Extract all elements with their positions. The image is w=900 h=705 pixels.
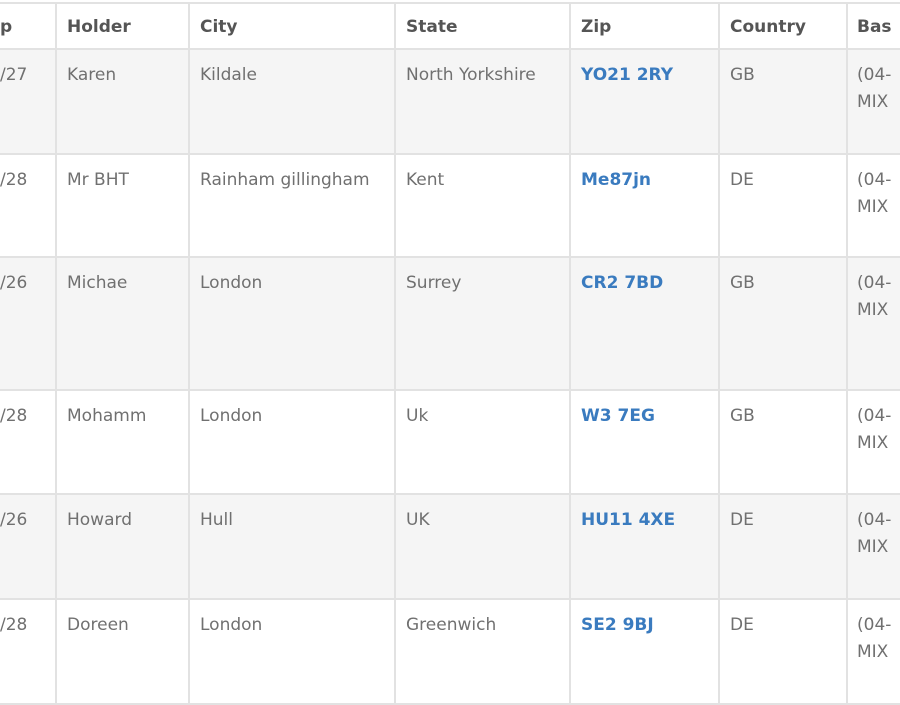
cell-state: Greenwich	[394, 598, 571, 705]
cell-city: London	[188, 256, 396, 391]
column-header-country[interactable]: Country	[718, 2, 848, 50]
cell-base: (04- MIX	[846, 493, 900, 600]
cell-country: DE	[718, 153, 848, 258]
cell-holder: Mr BHT	[55, 153, 190, 258]
cell-zip[interactable]: W3 7EG	[569, 389, 720, 495]
cell-holder: Michae	[55, 256, 190, 391]
cell-country: GB	[718, 48, 848, 155]
cell-country: DE	[718, 493, 848, 600]
cell-exp: /28	[0, 389, 57, 495]
table-row[interactable]: /26 Howard Hull UK HU11 4XE DE (04- MIX	[0, 493, 900, 600]
column-header-exp[interactable]: p	[0, 2, 57, 50]
cell-base: (04- MIX	[846, 598, 900, 705]
table-row[interactable]: /27 Karen Kildale North Yorkshire YO21 2RY GB…	[0, 48, 900, 155]
cell-base: (04- MIX	[846, 48, 900, 155]
cell-holder: Howard	[55, 493, 190, 600]
cell-city: Rainham gillingham	[188, 153, 396, 258]
column-header-state[interactable]: State	[394, 2, 571, 50]
column-header-city[interactable]: City	[188, 2, 396, 50]
column-header-zip[interactable]: Zip	[569, 2, 720, 50]
column-header-base[interactable]: Bas	[846, 2, 900, 50]
cell-exp: /26	[0, 256, 57, 391]
cell-state: UK	[394, 493, 571, 600]
table-header-row: p Holder City State Zip Country Bas	[0, 2, 900, 50]
cell-zip[interactable]: HU11 4XE	[569, 493, 720, 600]
cell-country: GB	[718, 389, 848, 495]
cell-holder: Mohamm	[55, 389, 190, 495]
cell-state: Uk	[394, 389, 571, 495]
cell-zip[interactable]: SE2 9BJ	[569, 598, 720, 705]
table-body: /27 Karen Kildale North Yorkshire YO21 2RY GB…	[0, 48, 900, 705]
cell-state: Kent	[394, 153, 571, 258]
cell-zip[interactable]: YO21 2RY	[569, 48, 720, 155]
cell-country: GB	[718, 256, 848, 391]
cell-exp: /28	[0, 598, 57, 705]
cell-state: Surrey	[394, 256, 571, 391]
cell-exp: /26	[0, 493, 57, 600]
table-row[interactable]: /26 Michae London Surrey CR2 7BD GB (04- MIX	[0, 256, 900, 391]
cell-zip[interactable]: Me87jn	[569, 153, 720, 258]
cell-base: (04- MIX	[846, 256, 900, 391]
table-row[interactable]: /28 Mohamm London Uk W3 7EG GB (04- MIX	[0, 389, 900, 495]
cell-city: Kildale	[188, 48, 396, 155]
cell-holder: Karen	[55, 48, 190, 155]
cell-base: (04- MIX	[846, 389, 900, 495]
cell-country: DE	[718, 598, 848, 705]
cell-state: North Yorkshire	[394, 48, 571, 155]
table-row[interactable]: /28 Doreen London Greenwich SE2 9BJ DE (04- MI…	[0, 598, 900, 705]
cell-holder: Doreen	[55, 598, 190, 705]
cell-city: London	[188, 389, 396, 495]
table-row[interactable]: /28 Mr BHT Rainham gillingham Kent Me87jn DE(…	[0, 153, 900, 258]
cell-exp: /27	[0, 48, 57, 155]
column-header-holder[interactable]: Holder	[55, 2, 190, 50]
cell-exp: /28	[0, 153, 57, 258]
cell-zip[interactable]: CR2 7BD	[569, 256, 720, 391]
cell-city: Hull	[188, 493, 396, 600]
cell-base: (04- MIX	[846, 153, 900, 258]
cell-city: London	[188, 598, 396, 705]
